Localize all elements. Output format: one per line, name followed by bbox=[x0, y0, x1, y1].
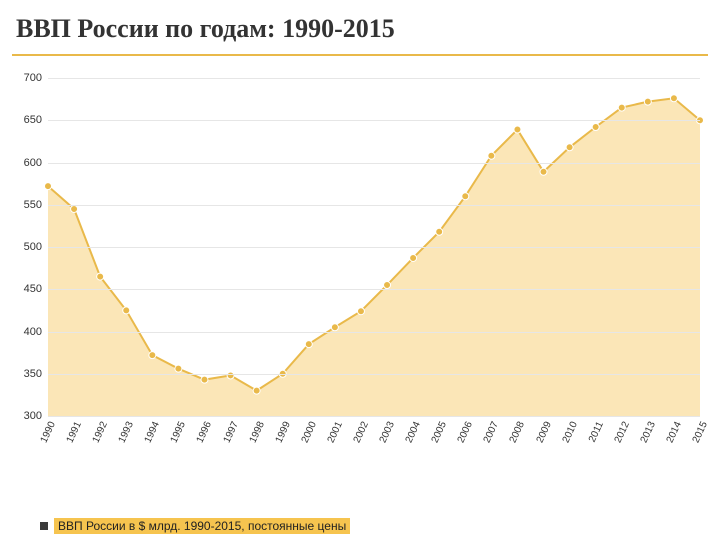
data-point bbox=[384, 282, 391, 289]
x-tick-label: 2015 bbox=[700, 400, 719, 425]
data-point bbox=[253, 387, 260, 394]
data-point bbox=[201, 376, 208, 383]
y-tick-label: 500 bbox=[24, 241, 48, 253]
data-point bbox=[357, 308, 364, 315]
gridline bbox=[48, 247, 700, 248]
data-point bbox=[514, 126, 521, 133]
y-tick-label: 400 bbox=[24, 326, 48, 338]
legend-label: ВВП России в $ млрд. 1990-2015, постоянн… bbox=[54, 518, 350, 534]
data-point bbox=[71, 205, 78, 212]
area-fill bbox=[48, 98, 700, 416]
title-rule bbox=[12, 54, 708, 56]
data-point bbox=[462, 193, 469, 200]
legend-swatch bbox=[40, 522, 48, 530]
data-point bbox=[97, 273, 104, 280]
data-point bbox=[618, 104, 625, 111]
data-point bbox=[305, 341, 312, 348]
y-tick-label: 450 bbox=[24, 283, 48, 295]
data-point bbox=[149, 352, 156, 359]
y-tick-label: 350 bbox=[24, 368, 48, 380]
data-point bbox=[331, 324, 338, 331]
gdp-chart: 3003504004505005506006507001990199119921… bbox=[12, 70, 708, 480]
data-point bbox=[488, 152, 495, 159]
data-point bbox=[644, 98, 651, 105]
y-tick-label: 600 bbox=[24, 157, 48, 169]
gridline bbox=[48, 374, 700, 375]
data-point bbox=[540, 168, 547, 175]
data-point bbox=[410, 254, 417, 261]
y-tick-label: 550 bbox=[24, 199, 48, 211]
plot-area: 3003504004505005506006507001990199119921… bbox=[48, 78, 700, 416]
data-point bbox=[45, 183, 52, 190]
y-tick-label: 300 bbox=[24, 410, 48, 422]
gridline bbox=[48, 289, 700, 290]
data-point bbox=[123, 307, 130, 314]
legend: ВВП России в $ млрд. 1990-2015, постоянн… bbox=[12, 518, 708, 534]
y-tick-label: 700 bbox=[24, 72, 48, 84]
gridline bbox=[48, 163, 700, 164]
gridline bbox=[48, 205, 700, 206]
gridline bbox=[48, 332, 700, 333]
page-title: ВВП России по годам: 1990-2015 bbox=[16, 14, 708, 44]
data-point bbox=[592, 124, 599, 131]
y-tick-label: 650 bbox=[24, 114, 48, 126]
data-point bbox=[436, 228, 443, 235]
data-point bbox=[566, 144, 573, 151]
data-point bbox=[175, 365, 182, 372]
data-point bbox=[670, 95, 677, 102]
gridline bbox=[48, 78, 700, 79]
gridline bbox=[48, 120, 700, 121]
